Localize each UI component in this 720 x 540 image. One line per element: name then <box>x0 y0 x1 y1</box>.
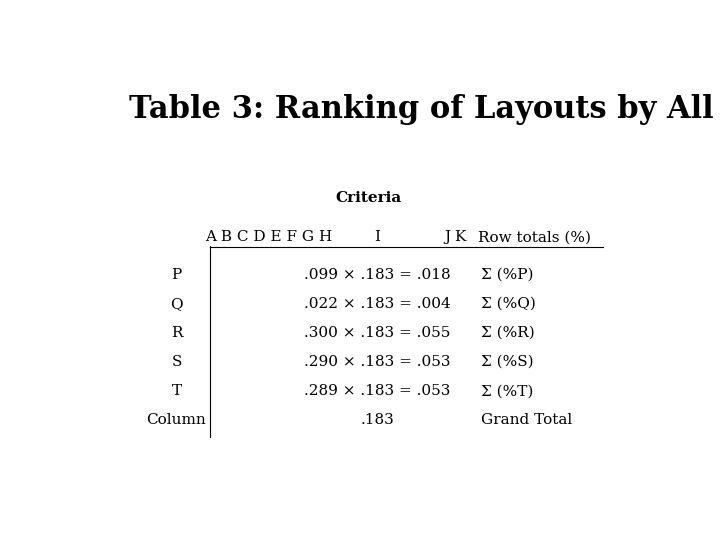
Text: S: S <box>171 355 181 369</box>
Text: Row totals (%): Row totals (%) <box>478 231 591 245</box>
Text: Σ (%Q): Σ (%Q) <box>481 297 536 311</box>
Text: Σ (%R): Σ (%R) <box>481 326 534 340</box>
Text: P: P <box>171 268 181 282</box>
Text: A B C D E F G H: A B C D E F G H <box>205 231 332 245</box>
Text: .289 × .183 = .053: .289 × .183 = .053 <box>304 384 451 398</box>
Text: R: R <box>171 326 182 340</box>
Text: Column: Column <box>147 413 207 427</box>
Text: .183: .183 <box>361 413 395 427</box>
Text: .300 × .183 = .055: .300 × .183 = .055 <box>304 326 451 340</box>
Text: Σ (%S): Σ (%S) <box>481 355 534 369</box>
Text: Σ (%P): Σ (%P) <box>481 268 533 282</box>
Text: .022 × .183 = .004: .022 × .183 = .004 <box>304 297 451 311</box>
Text: Q: Q <box>170 297 183 311</box>
Text: T: T <box>171 384 181 398</box>
Text: I: I <box>374 231 380 245</box>
Text: .099 × .183 = .018: .099 × .183 = .018 <box>304 268 451 282</box>
Text: Σ (%T): Σ (%T) <box>481 384 533 398</box>
Text: Criteria: Criteria <box>336 191 402 205</box>
Text: J K: J K <box>444 231 467 245</box>
Text: .290 × .183 = .053: .290 × .183 = .053 <box>304 355 451 369</box>
Text: Grand Total: Grand Total <box>481 413 572 427</box>
Text: Table 3: Ranking of Layouts by All Criteria: Table 3: Ranking of Layouts by All Crite… <box>129 94 720 125</box>
